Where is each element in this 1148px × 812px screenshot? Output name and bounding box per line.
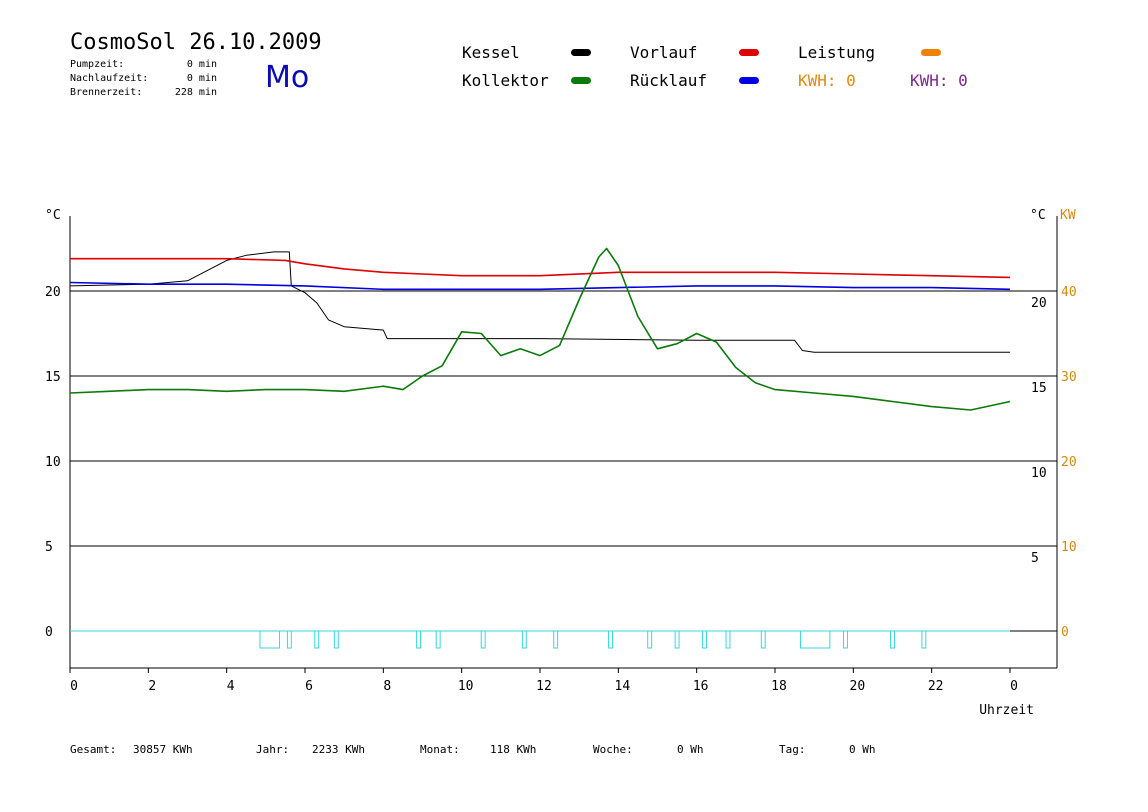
y-tick-label-left: 20	[45, 285, 61, 300]
series-line-ruecklauf	[69, 281, 1011, 291]
legend-kessel-label: Kessel	[462, 43, 520, 62]
legend-kwh-orange: KWH: 0	[798, 71, 856, 90]
footer-woche-label: Woche:	[593, 743, 633, 756]
pump-interval	[333, 630, 339, 649]
legend-vorlauf-swatch	[739, 49, 759, 56]
pumpzeit-value: 0 min	[186, 59, 217, 70]
pump-interval	[674, 630, 680, 649]
y-tick-label-right: 10	[1031, 466, 1047, 481]
footer-tag-value: 0 Wh	[849, 743, 876, 756]
y-tick-label-right: 15	[1031, 381, 1047, 396]
y-tick-label-left: 5	[45, 540, 53, 555]
x-tick-label: 8	[383, 679, 391, 694]
nachlaufzeit-label: Nachlaufzeit:	[70, 73, 149, 84]
pump-interval	[314, 630, 320, 649]
legend-kollektor-label: Kollektor	[462, 71, 549, 90]
y-tick-label-kw: 10	[1061, 540, 1077, 555]
pump-interval	[921, 630, 927, 649]
y-tick-label-left: 0	[45, 625, 53, 640]
pump-interval	[647, 630, 653, 649]
x-axis-label: Uhrzeit	[979, 703, 1034, 718]
footer-jahr-value: 2233 KWh	[312, 743, 365, 756]
legend-vorlauf-label: Vorlauf	[630, 43, 698, 62]
series-line-kollektor	[69, 247, 1011, 411]
y-tick-label-kw: 20	[1061, 455, 1077, 470]
x-tick-label: 14	[615, 679, 631, 694]
pump-interval	[760, 630, 766, 649]
footer-monat-label: Monat:	[420, 743, 460, 756]
legend-ruecklauf-label: Rücklauf	[630, 71, 708, 90]
y-axis-unit-kw: KW	[1060, 208, 1076, 223]
pump-interval	[608, 630, 613, 649]
pump-interval	[416, 630, 422, 649]
pumpzeit-label: Pumpzeit:	[70, 59, 125, 70]
y-axis-unit-left: °C	[45, 208, 61, 223]
brennerzeit-label: Brennerzeit:	[70, 87, 143, 98]
brennerzeit-value: 228 min	[174, 87, 217, 98]
y-tick-label-left: 15	[45, 370, 61, 385]
x-tick-label: 6	[305, 679, 313, 694]
legend-kessel-swatch	[571, 49, 591, 56]
legend-leistung-swatch	[921, 49, 941, 56]
series-line-kessel	[69, 251, 1010, 353]
series-line-vorlauf	[70, 257, 1011, 279]
legend-leistung-label: Leistung	[798, 43, 876, 62]
y-tick-label-left: 10	[45, 455, 61, 470]
pump-interval	[435, 630, 441, 649]
x-tick-label: 18	[771, 679, 787, 694]
pump-interval	[480, 630, 486, 649]
x-tick-label: 12	[536, 679, 552, 694]
x-tick-label: 0	[70, 679, 78, 694]
x-tick-label: 10	[458, 679, 474, 694]
nachlaufzeit-value: 0 min	[186, 73, 217, 84]
pump-interval	[799, 630, 831, 649]
pump-interval	[890, 630, 895, 649]
legend-ruecklauf-swatch	[739, 77, 759, 84]
pump-interval	[843, 630, 848, 649]
x-tick-label: 16	[693, 679, 709, 694]
pump-interval	[286, 630, 292, 649]
pump-interval	[702, 630, 707, 649]
footer-jahr-label: Jahr:	[256, 743, 290, 756]
footer-woche-value: 0 Wh	[677, 743, 704, 756]
x-tick-label: 0	[1010, 679, 1018, 694]
chart-title: CosmoSol 26.10.2009	[70, 30, 322, 55]
y-tick-label-right: 20	[1031, 296, 1047, 311]
footer-monat-value: 118 KWh	[490, 743, 537, 756]
footer-gesamt-value: 30857 KWh	[133, 743, 193, 756]
x-tick-label: 22	[928, 679, 944, 694]
x-tick-label: 2	[148, 679, 156, 694]
y-tick-label-kw: 0	[1061, 625, 1069, 640]
x-tick-label: 4	[227, 679, 235, 694]
legend-kwh-purple: KWH: 0	[910, 71, 968, 90]
pump-interval	[259, 630, 281, 649]
pump-interval	[725, 630, 731, 649]
x-tick-label: 20	[850, 679, 866, 694]
footer-tag-label: Tag:	[779, 743, 806, 756]
pump-interval	[553, 630, 559, 649]
pump-interval	[521, 630, 527, 649]
y-tick-label-right: 5	[1031, 551, 1039, 566]
weekday-label: Mo	[265, 60, 310, 95]
y-tick-label-kw: 30	[1061, 370, 1077, 385]
footer-gesamt-label: Gesamt:	[70, 743, 117, 756]
y-axis-unit-right: °C	[1030, 208, 1046, 223]
y-tick-label-kw: 40	[1061, 285, 1077, 300]
legend-kollektor-swatch	[571, 77, 591, 84]
